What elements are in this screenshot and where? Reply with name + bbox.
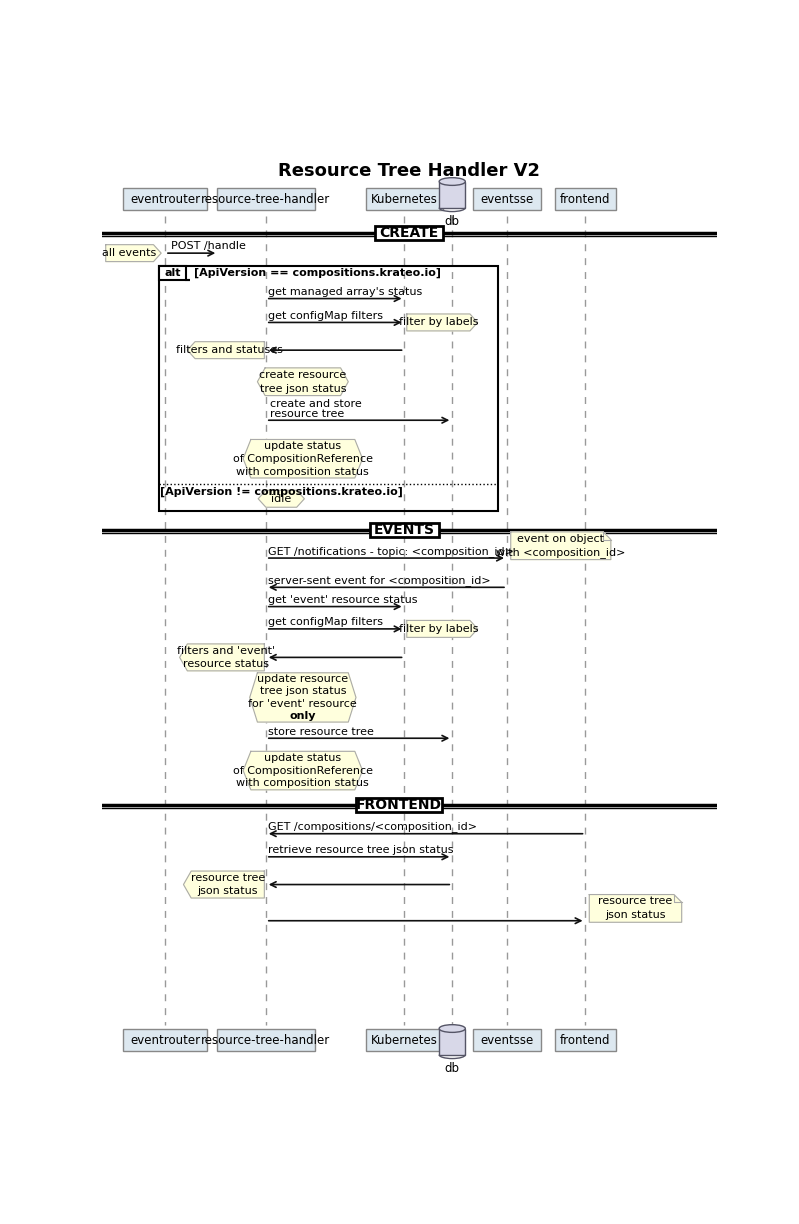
Text: resource tree: resource tree: [191, 873, 265, 883]
Polygon shape: [407, 315, 478, 330]
Polygon shape: [184, 871, 264, 898]
Bar: [439, 181, 465, 208]
Text: [ApiVersion != compositions.krateo.io]: [ApiVersion != compositions.krateo.io]: [161, 486, 403, 497]
Text: filter by labels: filter by labels: [399, 317, 478, 328]
Text: retrieve resource tree json status: retrieve resource tree json status: [268, 846, 454, 856]
Text: get managed array's status: get managed array's status: [268, 288, 423, 297]
Text: GET /compositions/<composition_id>: GET /compositions/<composition_id>: [268, 821, 477, 832]
Polygon shape: [105, 245, 161, 262]
Text: all events: all events: [102, 248, 157, 258]
Text: resource tree: resource tree: [270, 409, 344, 419]
Text: Kubernetes: Kubernetes: [371, 192, 438, 206]
Text: GET /notifications - topic: <composition_id>: GET /notifications - topic: <composition…: [268, 546, 514, 557]
Text: with composition status: with composition status: [237, 466, 369, 476]
Text: Resource Tree Handler V2: Resource Tree Handler V2: [278, 163, 540, 180]
Polygon shape: [187, 341, 264, 359]
Text: Kubernetes: Kubernetes: [371, 1033, 438, 1047]
Bar: [159, 267, 498, 512]
Text: eventsse: eventsse: [480, 1033, 534, 1047]
Text: get configMap filters: get configMap filters: [268, 311, 384, 321]
Text: update status: update status: [264, 753, 341, 763]
Bar: [123, 188, 207, 211]
Text: EVENTS: EVENTS: [374, 524, 435, 537]
Text: resource tree: resource tree: [598, 896, 673, 907]
Bar: [473, 1029, 541, 1051]
Text: only: only: [289, 711, 316, 721]
Text: POST /handle: POST /handle: [171, 241, 246, 251]
Text: resource-tree-handler: resource-tree-handler: [201, 192, 331, 206]
Ellipse shape: [439, 177, 465, 185]
Polygon shape: [180, 644, 264, 671]
Text: eventsse: eventsse: [480, 192, 534, 206]
Text: for 'event' resource: for 'event' resource: [248, 699, 357, 709]
Polygon shape: [407, 621, 478, 638]
Polygon shape: [511, 532, 611, 559]
Polygon shape: [243, 752, 363, 789]
Bar: [356, 798, 442, 813]
Text: with composition status: with composition status: [237, 778, 369, 788]
Text: tree json status: tree json status: [260, 687, 346, 696]
Text: idle: idle: [271, 493, 292, 504]
Bar: [439, 1028, 465, 1055]
Text: resource-tree-handler: resource-tree-handler: [201, 1033, 331, 1047]
Text: create and store: create and store: [270, 399, 361, 410]
Text: get 'event' resource status: get 'event' resource status: [268, 595, 418, 605]
Text: filter by labels: filter by labels: [399, 624, 478, 634]
Text: eventrouter: eventrouter: [130, 192, 200, 206]
Text: eventrouter: eventrouter: [130, 1033, 200, 1047]
Bar: [370, 524, 439, 537]
Text: of CompositionReference: of CompositionReference: [233, 454, 373, 464]
Text: update status: update status: [264, 441, 341, 450]
Text: get configMap filters: get configMap filters: [268, 617, 384, 628]
Text: of CompositionReference: of CompositionReference: [233, 765, 373, 776]
Ellipse shape: [439, 1024, 465, 1032]
Polygon shape: [590, 895, 682, 922]
Text: filters and 'event': filters and 'event': [177, 645, 275, 656]
Text: resource status: resource status: [183, 660, 268, 670]
Text: create resource: create resource: [259, 370, 347, 379]
Text: [ApiVersion == compositions.krateo.io]: [ApiVersion == compositions.krateo.io]: [193, 268, 440, 278]
Bar: [473, 188, 541, 211]
Polygon shape: [250, 673, 356, 722]
Bar: [366, 188, 443, 211]
Text: json status: json status: [605, 911, 666, 920]
Text: event on object: event on object: [517, 534, 604, 543]
Text: server-sent event for <composition_id>: server-sent event for <composition_id>: [268, 575, 491, 586]
Polygon shape: [258, 491, 304, 507]
Bar: [555, 1029, 616, 1051]
Text: filters and statuses: filters and statuses: [177, 345, 283, 355]
Bar: [376, 226, 443, 240]
Text: frontend: frontend: [560, 1033, 610, 1047]
Bar: [366, 1029, 443, 1051]
Text: update resource: update resource: [257, 674, 348, 684]
Text: store resource tree: store resource tree: [268, 727, 374, 737]
Polygon shape: [243, 439, 363, 479]
Text: json status: json status: [197, 886, 258, 896]
Text: with <composition_id>: with <composition_id>: [496, 547, 626, 558]
Text: db: db: [445, 215, 459, 229]
Text: frontend: frontend: [560, 192, 610, 206]
Bar: [123, 1029, 207, 1051]
Polygon shape: [159, 267, 190, 280]
Bar: [555, 188, 616, 211]
Text: FRONTEND: FRONTEND: [356, 798, 442, 813]
Bar: [217, 1029, 315, 1051]
Bar: [217, 188, 315, 211]
Text: db: db: [445, 1062, 459, 1076]
Text: CREATE: CREATE: [380, 226, 439, 240]
Polygon shape: [257, 368, 348, 395]
Text: alt: alt: [164, 268, 181, 278]
Text: tree json status: tree json status: [260, 383, 346, 394]
